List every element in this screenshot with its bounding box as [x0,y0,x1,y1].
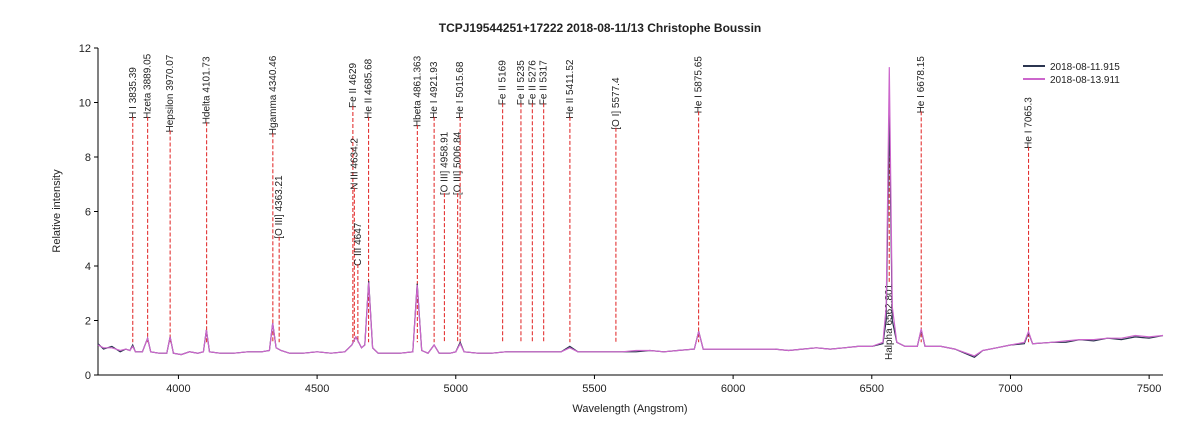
y-tick-label: 0 [85,370,91,382]
annotation-label: Hdelta 4101.73 [202,56,213,124]
y-axis-label: Relative intensity [51,169,63,253]
x-axis-label: Wavelength (Angstrom) [572,403,687,415]
annotation-label: He I 7065.3 [1024,97,1035,149]
annotation-label: Fe II 5317 [539,60,550,105]
y-tick-label: 10 [79,98,91,110]
legend-label: 2018-08-11.915 [1050,62,1120,73]
legend-label: 2018-08-13.911 [1050,75,1120,86]
x-tick-label: 7000 [998,383,1022,395]
y-tick-label: 4 [85,261,91,273]
annotation-label: Hzeta 3889.05 [143,53,154,118]
annotation-label: He II 4685.68 [364,58,375,118]
annotation-label: [O III] 4363.21 [274,175,285,239]
x-tick-label: 5500 [582,383,606,395]
annotation-label: Fe II 4629 [348,62,359,107]
annotation-label: Fe II 5276 [527,60,538,105]
annotation-label: N III 4634.2 [349,138,360,190]
annotation-label: He II 5411.52 [565,59,576,119]
annotation-label: [O III] 5006.84 [453,131,464,195]
annotation-label: C III 4647 [353,222,364,266]
x-tick-label: 7500 [1137,383,1161,395]
annotation-label: [O III] 4958.91 [439,131,450,195]
x-tick-label: 6500 [860,383,884,395]
y-tick-label: 2 [85,316,91,328]
series-line [97,110,1164,358]
x-tick-label: 6000 [721,383,745,395]
x-tick-label: 4500 [305,383,329,395]
y-tick-label: 6 [85,207,91,219]
y-tick-label: 8 [85,152,91,164]
series-line [97,67,1164,357]
annotation-label: Fe II 5169 [498,60,509,105]
annotation-label: Hepsilon 3970.07 [165,54,176,132]
annotation-label: Halpha 6562.801 [884,283,895,360]
y-tick-label: 12 [79,43,91,55]
annotation-label: H I 3835.39 [128,67,139,119]
annotation-label: He I 5875.65 [694,56,705,114]
annotation-label: Hbeta 4861.363 [412,55,423,127]
x-tick-label: 4000 [166,383,190,395]
annotation-label: He I 4921.93 [429,61,440,119]
annotation-label: Hgamma 4340.46 [268,55,279,135]
chart-title: TCPJ19544251+17222 2018-08-11/13 Christo… [439,21,762,35]
annotation-label: Fe II 5235 [516,60,527,105]
x-tick-label: 5000 [444,383,468,395]
annotation-label: He I 5015.68 [455,61,466,119]
annotation-label: [O I] 5577.4 [611,77,622,130]
annotation-label: He I 6678.15 [916,56,927,114]
